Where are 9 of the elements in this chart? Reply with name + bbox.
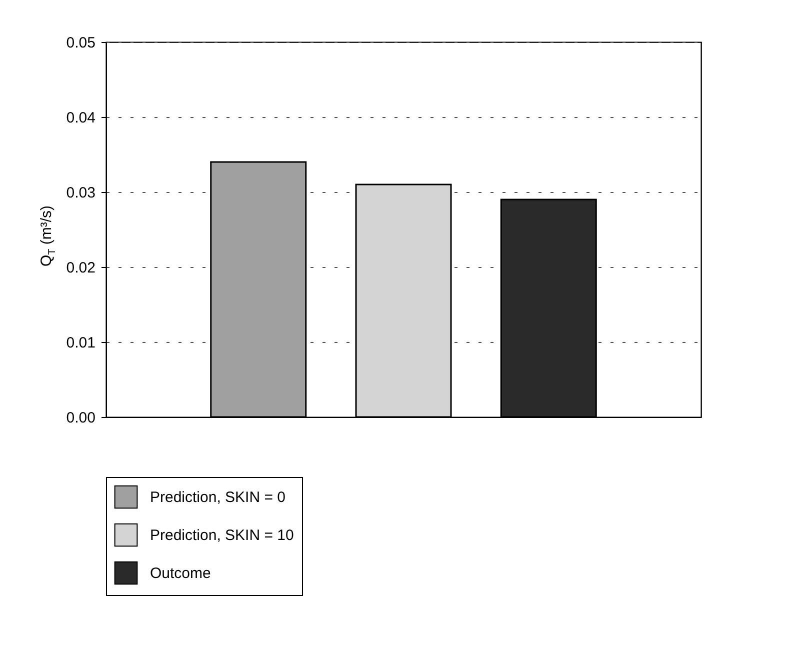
y-tick-label: 0.04 bbox=[66, 110, 96, 126]
y-tick-label: 0.02 bbox=[66, 260, 96, 276]
y-tick-label: 0.03 bbox=[66, 184, 96, 202]
y-tick-label: 0.05 bbox=[66, 34, 96, 52]
legend-label: Outcome bbox=[150, 565, 211, 582]
y-tick-label: 0.00 bbox=[66, 410, 96, 426]
y-tick-label: 0.01 bbox=[66, 334, 96, 352]
legend-label: Prediction, SKIN = 10 bbox=[150, 527, 294, 544]
legend-label: Prediction, SKIN = 0 bbox=[150, 489, 286, 506]
